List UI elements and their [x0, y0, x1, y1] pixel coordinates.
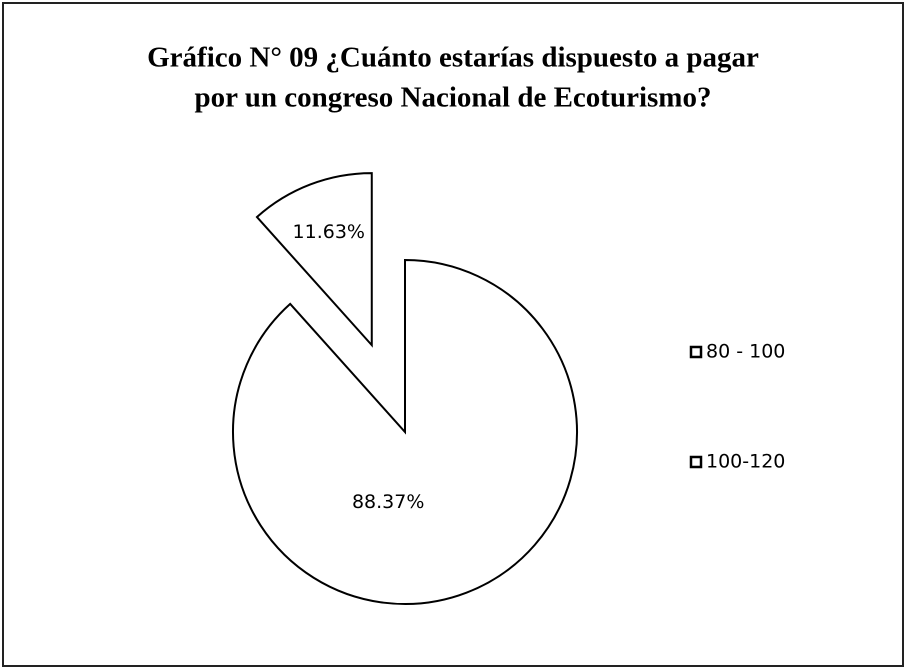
pie-slice	[255, 172, 373, 348]
chart-title: Gráfico N° 09 ¿Cuánto estarías dispuesto…	[147, 42, 759, 74]
chart-title: por un congreso Nacional de Ecoturismo?	[195, 82, 712, 114]
legend-swatch	[689, 455, 703, 469]
data-label: 11.63%	[293, 221, 365, 243]
pie-slice	[232, 258, 578, 605]
legend-swatch	[689, 345, 703, 359]
legend-label: 80 - 100	[706, 341, 785, 363]
data-label: 88.37%	[352, 491, 424, 513]
legend-label: 100-120	[706, 451, 785, 473]
